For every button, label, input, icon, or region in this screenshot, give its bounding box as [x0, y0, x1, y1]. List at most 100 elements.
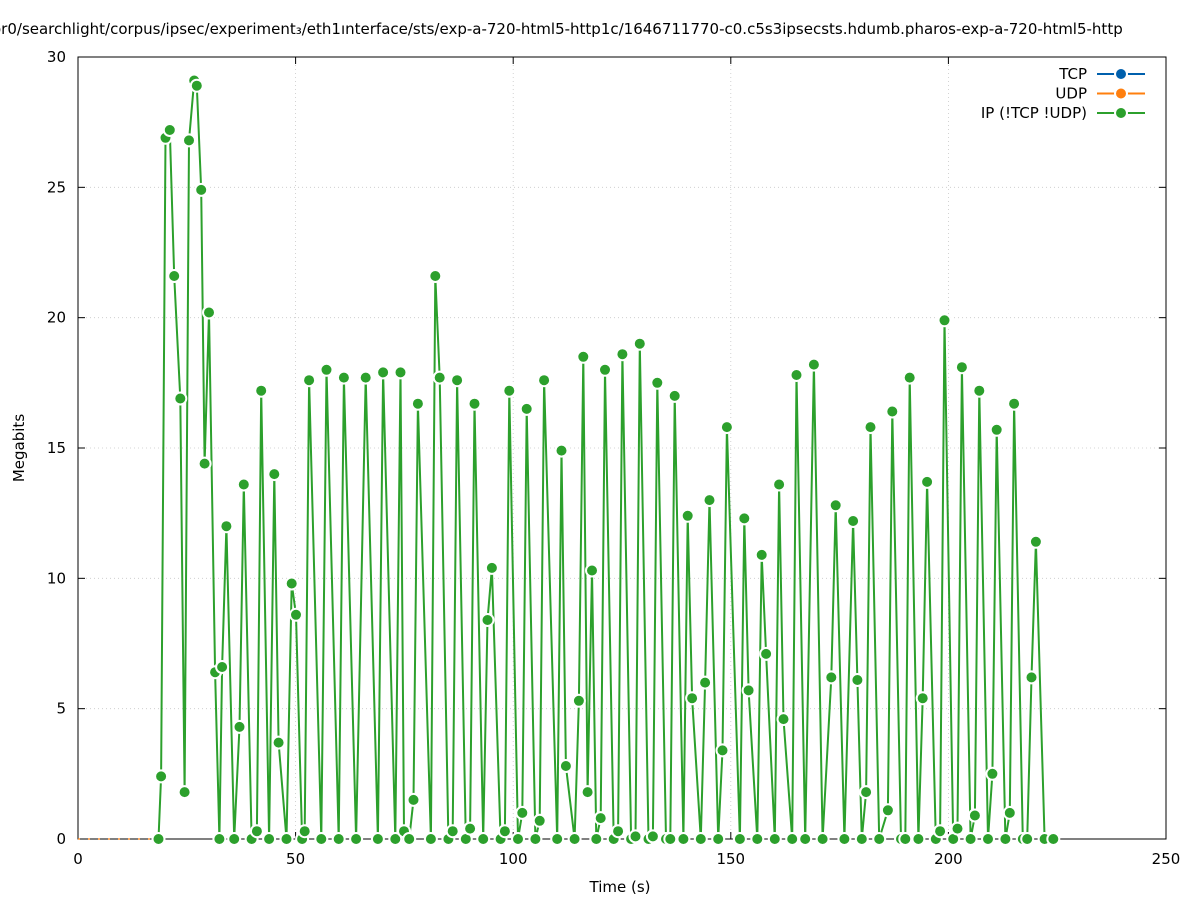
data-point — [349, 832, 364, 846]
data-point — [571, 693, 586, 708]
data-point — [537, 373, 552, 388]
data-point — [854, 832, 869, 846]
data-point — [331, 832, 346, 846]
data-point — [212, 832, 227, 846]
data-point — [236, 477, 251, 492]
data-point — [954, 360, 969, 375]
data-point — [502, 383, 517, 398]
data-point — [232, 719, 247, 734]
data-point — [863, 420, 878, 435]
data-point — [937, 313, 952, 328]
x-tick-label: 150 — [716, 850, 745, 868]
data-point — [963, 832, 978, 846]
data-point — [737, 511, 752, 526]
data-point — [194, 182, 209, 197]
x-tick-label: 0 — [73, 850, 83, 868]
data-point — [663, 832, 678, 846]
legend-label: IP (!TCP !UDP) — [981, 104, 1087, 122]
data-point — [967, 808, 982, 823]
data-point — [628, 829, 643, 844]
data-point — [920, 474, 935, 489]
data-point — [576, 349, 591, 364]
data-point — [885, 404, 900, 419]
data-point — [611, 824, 626, 839]
data-point — [1002, 805, 1017, 820]
data-point — [1007, 396, 1022, 411]
data-point — [767, 832, 782, 846]
data-point — [197, 456, 212, 471]
data-point — [750, 832, 765, 846]
data-point — [519, 401, 534, 416]
y-tick-label: 0 — [56, 830, 66, 848]
data-point — [177, 785, 192, 800]
data-point — [297, 824, 312, 839]
data-point — [463, 821, 478, 836]
data-point — [450, 373, 465, 388]
data-point — [370, 832, 385, 846]
data-point — [358, 370, 373, 385]
data-point — [837, 832, 852, 846]
legend-label: UDP — [1055, 85, 1087, 103]
data-point — [1020, 832, 1035, 846]
data-point — [151, 832, 166, 846]
data-point — [950, 821, 965, 836]
axis-ticks: 0 50 100 150 200 250 0 5 10 15 20 25 30 — [47, 48, 1180, 868]
data-point — [1046, 832, 1061, 846]
data-point — [1028, 534, 1043, 549]
data-point — [532, 813, 547, 828]
data-point — [593, 811, 608, 826]
data-point — [732, 832, 747, 846]
data-point — [615, 347, 630, 362]
data-point — [589, 832, 604, 846]
x-tick-label: 200 — [934, 850, 963, 868]
data-point — [376, 365, 391, 380]
data-point — [785, 832, 800, 846]
data-point — [902, 370, 917, 385]
data-point — [428, 269, 443, 283]
data-point — [189, 78, 204, 93]
data-point — [985, 766, 1000, 781]
chart-title: or0/searchlight/corpus/ipsec/experiment₃… — [0, 20, 1123, 38]
data-point — [598, 362, 612, 377]
y-tick-label: 10 — [47, 569, 66, 587]
data-point — [981, 832, 995, 846]
data-point — [567, 832, 582, 846]
data-point — [445, 824, 460, 839]
data-point — [915, 691, 930, 706]
data-point — [1024, 670, 1039, 685]
data-point — [698, 675, 713, 690]
data-point — [828, 498, 843, 513]
data-point — [550, 832, 565, 846]
data-point — [872, 832, 887, 846]
data-point — [741, 683, 756, 698]
data-point — [776, 712, 791, 727]
data-point — [484, 560, 499, 575]
data-point — [511, 832, 525, 846]
data-point — [393, 365, 408, 380]
data-point — [719, 420, 734, 435]
data-point — [219, 519, 234, 534]
data-point — [680, 508, 695, 523]
data-point — [585, 563, 599, 578]
legend-marker — [1114, 86, 1128, 101]
data-point — [182, 133, 196, 148]
x-tick-label: 250 — [1152, 850, 1181, 868]
data-point — [528, 832, 543, 846]
data-point — [497, 824, 512, 839]
data-point — [711, 832, 726, 846]
data-point — [715, 743, 730, 758]
data-point — [267, 467, 282, 482]
data-point — [289, 607, 303, 622]
data-point — [645, 829, 660, 844]
data-point — [467, 396, 482, 411]
data-point — [667, 388, 682, 403]
data-point — [824, 670, 839, 685]
data-point — [685, 691, 700, 706]
data-point — [998, 832, 1013, 846]
data-point — [798, 832, 813, 846]
data-point — [215, 660, 230, 674]
data-point — [772, 477, 787, 492]
data-point — [650, 375, 665, 390]
